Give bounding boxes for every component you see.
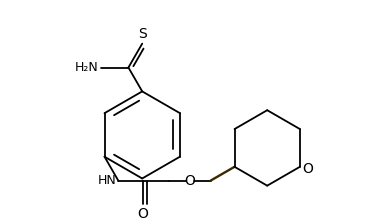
Text: HN: HN xyxy=(97,174,116,187)
Text: O: O xyxy=(138,207,149,221)
Text: O: O xyxy=(302,162,313,176)
Text: O: O xyxy=(185,174,195,187)
Text: H₂N: H₂N xyxy=(75,61,99,74)
Text: S: S xyxy=(138,27,147,41)
